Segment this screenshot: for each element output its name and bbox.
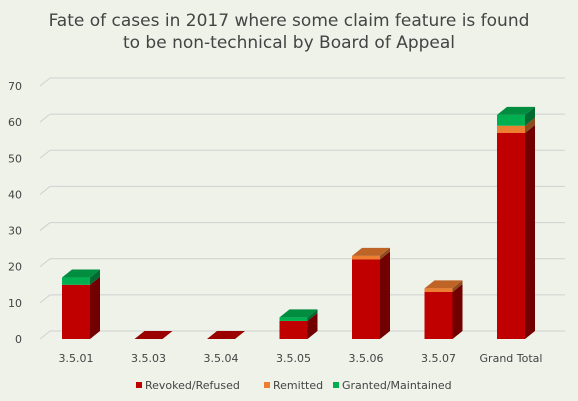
bar-segment-side (452, 284, 463, 339)
bar-segment-side (307, 309, 318, 321)
bar-segment-side (90, 269, 100, 285)
legend-swatch (136, 382, 142, 388)
legend-swatch (333, 382, 339, 388)
y-tick-label: 70 (8, 80, 22, 93)
chart-title: Fate of cases in 2017 where some claim f… (49, 11, 530, 53)
bar-segment (352, 255, 380, 260)
bar-segment-side (380, 247, 390, 260)
grid-line-diagonal (39, 113, 51, 123)
chart-title-line-1: Fate of cases in 2017 where some claim f… (49, 11, 530, 31)
grid-line-diagonal (39, 330, 51, 340)
bar-segment-side (90, 276, 100, 339)
x-tick-label: 3.5.03 (131, 352, 166, 365)
y-tick-label: 50 (8, 152, 22, 165)
bar-stack (62, 269, 100, 339)
bar-stack (497, 106, 535, 339)
legend-label: Granted/Maintained (342, 379, 452, 392)
bar-segment-side (452, 280, 463, 293)
bars (62, 106, 535, 339)
y-tick-label: 10 (8, 297, 22, 310)
bar-top (207, 331, 245, 339)
y-tick-label: 30 (8, 225, 22, 238)
grid-line-diagonal (39, 186, 51, 195)
bar-top (134, 331, 173, 339)
bar-segment (497, 125, 525, 133)
x-tick-label: 3.5.06 (349, 352, 384, 365)
bar-stack (279, 309, 318, 339)
bar-stack (207, 331, 245, 339)
x-tick-label: 3.5.05 (276, 352, 311, 365)
bar-segment (424, 288, 453, 293)
bar-segment (279, 317, 308, 321)
legend-item: Remitted (264, 379, 323, 392)
bar-segment (497, 114, 525, 126)
grid-line-diagonal (39, 294, 51, 304)
bar-stack (424, 280, 463, 339)
bar-segment (62, 277, 90, 285)
grid-lines (39, 77, 565, 340)
y-axis-ticks: 0 10 20 30 40 50 60 70 (8, 80, 22, 346)
y-tick-label: 60 (8, 116, 22, 129)
x-axis-ticks: 3.5.01 3.5.03 3.5.04 3.5.05 3.5.06 3.5.07 Gran… (59, 352, 543, 365)
bar-stack (352, 247, 390, 339)
x-tick-label: 3.5.04 (204, 352, 239, 365)
chart-title-line-2: to be non-technical by Board of Appeal (123, 33, 455, 53)
y-tick-label: 0 (15, 333, 22, 346)
y-tick-label: 20 (8, 261, 22, 274)
legend: Revoked/Refused Remitted Granted/Maintaine… (136, 379, 452, 392)
grid-line-diagonal (39, 222, 51, 231)
x-tick-label: 3.5.07 (421, 352, 456, 365)
bar-top (497, 106, 535, 115)
bar-segment (352, 259, 380, 339)
x-tick-label: 3.5.01 (59, 352, 94, 365)
bar-segment-side (525, 124, 535, 339)
grid-line-diagonal (39, 77, 51, 87)
grid-line-diagonal (39, 149, 51, 159)
y-tick-label: 40 (8, 188, 22, 201)
bar-segment (279, 320, 308, 339)
bar-top (279, 309, 318, 318)
bar-stack (134, 331, 173, 339)
x-tick-label: Grand Total (480, 352, 543, 365)
bar-top (62, 269, 100, 278)
legend-label: Remitted (273, 379, 323, 392)
bar-segment-side (525, 106, 535, 126)
bar-segment-side (307, 312, 318, 339)
legend-item: Revoked/Refused (136, 379, 240, 392)
bar-top (352, 247, 390, 256)
legend-label: Revoked/Refused (145, 379, 240, 392)
bar-segment (424, 292, 453, 339)
bar-segment (62, 284, 90, 339)
bar-top (424, 280, 463, 289)
bar-segment-side (525, 117, 535, 133)
legend-swatch (264, 382, 270, 388)
legend-item: Granted/Maintained (333, 379, 452, 392)
bar-segment-side (380, 251, 390, 339)
bar-segment (497, 132, 525, 339)
grid-line-diagonal (39, 258, 51, 268)
